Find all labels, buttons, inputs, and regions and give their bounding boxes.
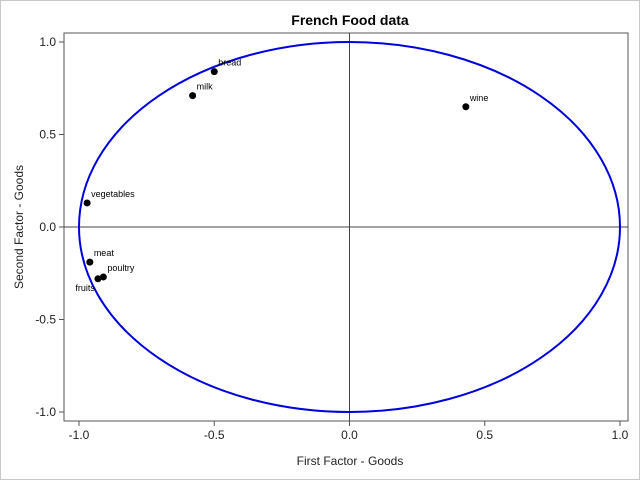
data-point bbox=[189, 92, 197, 100]
x-tick-label: 0.5 bbox=[476, 428, 493, 442]
x-axis-label: First Factor - Goods bbox=[297, 454, 404, 468]
data-point bbox=[462, 103, 470, 111]
data-point bbox=[210, 68, 218, 76]
x-tick-label: 1.0 bbox=[612, 428, 629, 442]
y-tick-label: 0.0 bbox=[39, 220, 56, 234]
data-point bbox=[86, 258, 94, 266]
unit-circle bbox=[78, 41, 621, 413]
point-label: vegetables bbox=[91, 189, 135, 199]
y-tick-label: 0.5 bbox=[39, 128, 56, 142]
point-label: poultry bbox=[107, 263, 135, 273]
y-axis-label: Second Factor - Goods bbox=[12, 165, 26, 289]
x-tick-label: 0.0 bbox=[341, 428, 358, 442]
chart-title: French Food data bbox=[291, 12, 409, 28]
point-label: wine bbox=[469, 93, 489, 103]
point-label: fruits bbox=[75, 283, 95, 293]
data-point bbox=[99, 273, 107, 281]
y-tick-label: 1.0 bbox=[39, 35, 56, 49]
point-label: meat bbox=[94, 248, 115, 258]
data-point bbox=[94, 275, 102, 283]
x-tick-label: -0.5 bbox=[204, 428, 225, 442]
y-tick-label: -0.5 bbox=[35, 313, 56, 327]
point-label: bread bbox=[218, 58, 241, 68]
point-label: milk bbox=[197, 82, 213, 92]
data-point bbox=[83, 199, 91, 207]
y-tick-label: -1.0 bbox=[35, 405, 56, 419]
x-tick-label: -1.0 bbox=[69, 428, 90, 442]
